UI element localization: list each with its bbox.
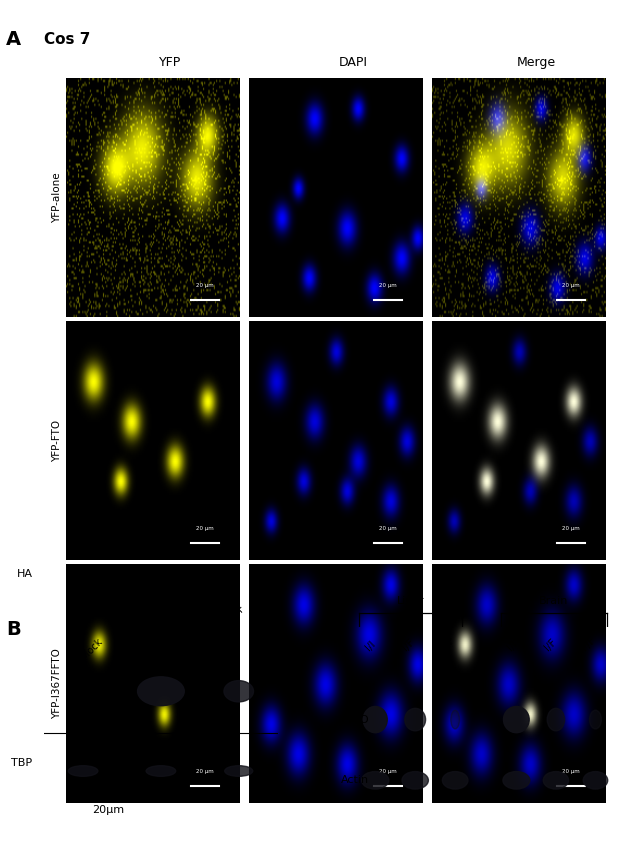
Text: C: C [328, 620, 343, 639]
Text: YFP-I367FFTO: YFP-I367FFTO [52, 648, 62, 719]
Text: 20μm: 20μm [91, 806, 124, 815]
Text: YFP-alone: YFP-alone [52, 172, 62, 223]
Ellipse shape [503, 772, 530, 789]
Text: 20 µm: 20 µm [196, 526, 214, 531]
Text: 20 µm: 20 µm [379, 769, 397, 774]
Ellipse shape [442, 772, 468, 789]
Ellipse shape [138, 677, 184, 706]
Text: I/F: I/F [542, 637, 558, 653]
Ellipse shape [451, 710, 459, 729]
Text: F/F: F/F [579, 635, 597, 653]
Ellipse shape [547, 708, 565, 731]
Ellipse shape [589, 710, 601, 729]
Text: 20 µm: 20 µm [196, 769, 214, 774]
Text: HA: HA [16, 569, 33, 579]
Ellipse shape [405, 708, 425, 731]
Ellipse shape [224, 681, 254, 702]
Text: B: B [6, 620, 21, 639]
Text: HA-mFTO: HA-mFTO [135, 622, 174, 661]
Text: Mock: Mock [79, 636, 104, 661]
Text: 20 µm: 20 µm [379, 526, 397, 531]
Text: YFP: YFP [159, 56, 182, 69]
Text: Merge: Merge [517, 56, 556, 69]
Text: 20 µm: 20 µm [562, 526, 580, 531]
Text: 20 µm: 20 µm [379, 283, 397, 288]
Ellipse shape [225, 766, 253, 776]
Text: 20 µm: 20 µm [562, 283, 580, 288]
Text: Actin: Actin [341, 775, 369, 786]
Text: DAPI: DAPI [339, 56, 368, 69]
Text: YFP-FTO: YFP-FTO [52, 419, 62, 462]
Ellipse shape [402, 772, 428, 789]
Text: TBP: TBP [11, 759, 33, 768]
Ellipse shape [583, 772, 608, 789]
Ellipse shape [363, 707, 387, 733]
Text: I/I: I/I [364, 639, 378, 653]
Ellipse shape [543, 772, 569, 789]
Text: 20 µm: 20 µm [562, 769, 580, 774]
Text: Brain: Brain [539, 596, 569, 606]
Text: 20 µm: 20 µm [196, 283, 214, 288]
Text: I/I: I/I [505, 639, 519, 653]
Text: Cos 7: Cos 7 [44, 31, 90, 47]
Ellipse shape [504, 707, 529, 733]
Text: A: A [6, 30, 21, 49]
Text: I/F: I/F [401, 637, 417, 653]
Text: FTO: FTO [348, 714, 369, 725]
Text: F/F: F/F [439, 635, 457, 653]
Ellipse shape [362, 772, 389, 789]
Ellipse shape [68, 766, 98, 776]
Ellipse shape [146, 766, 175, 776]
Text: Liver: Liver [396, 596, 424, 606]
Text: HA-mFTOI367F: HA-mFTOI367F [189, 603, 247, 661]
